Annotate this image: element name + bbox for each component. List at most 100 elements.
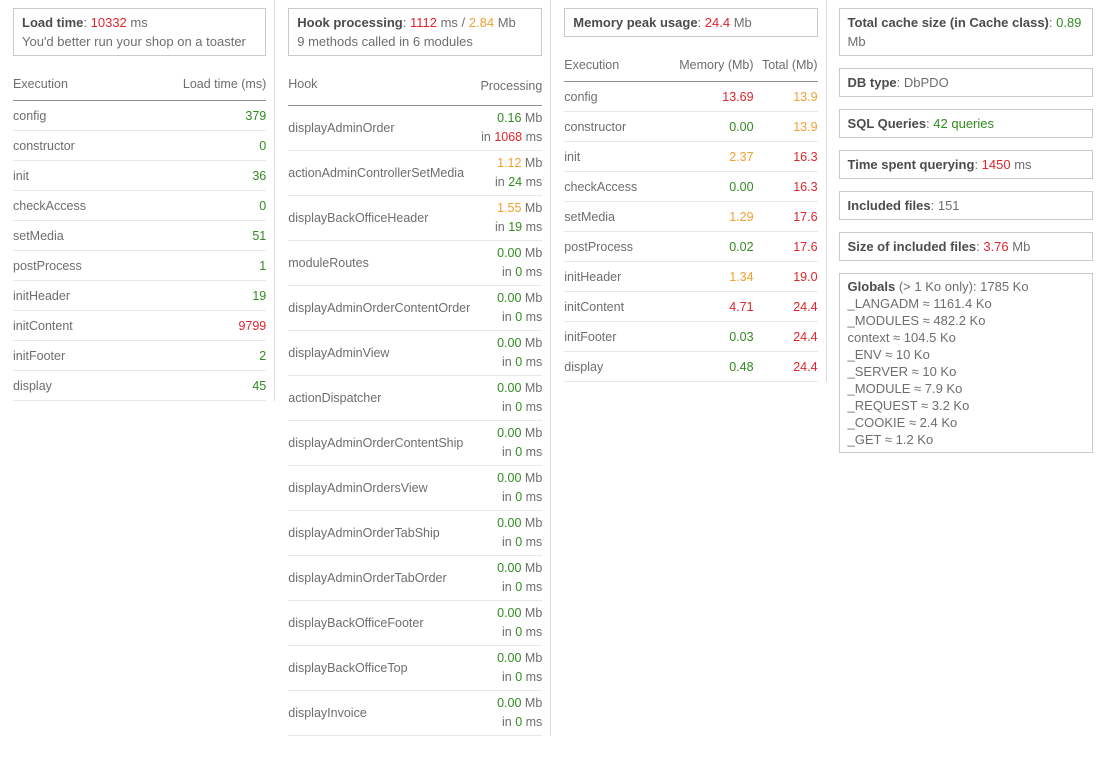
sql-queries-link[interactable]: 42 queries: [933, 116, 994, 131]
globals-item: _COOKIE ≈ 2.4 Ko: [847, 415, 958, 430]
memory-total-value: 16.3: [793, 179, 818, 194]
load-time-ms-value: 0: [259, 138, 267, 153]
execution-name: constructor: [13, 138, 75, 153]
memory-table-body: config 13.69 13.9 constructor 0.00 13.9 …: [564, 82, 818, 382]
hook-mem-value: 1.55: [497, 201, 522, 215]
hook-processing-cell: 0.00 Mb in 0 ms: [497, 246, 543, 279]
load-time-table-row: initContent 9799: [13, 311, 267, 341]
load-time-ms-value: 0: [259, 198, 267, 213]
memory-table-header: Execution Memory (Mb) Total (Mb): [564, 51, 818, 82]
execution-name: initContent: [13, 318, 73, 333]
globals-item: _SERVER ≈ 10 Ko: [847, 364, 957, 379]
globals-item: _LANGADM ≈ 1161.4 Ko: [847, 296, 992, 311]
load-time-ms-cell: 19: [156, 289, 266, 303]
hook-table-row: displayAdminOrderTabOrder 0.00 Mb in 0 ms: [288, 556, 543, 601]
memory-value: 0.00: [729, 119, 754, 134]
total-cache-size-box: Total cache size (in Cache class): 0.89 …: [838, 8, 1093, 56]
load-time-table-header: Execution Load time (ms): [13, 70, 267, 101]
load-time-label: Load time: [22, 15, 84, 30]
memory-cell: 1.34: [662, 270, 753, 284]
load-time-table-row: initHeader 19: [13, 281, 267, 311]
memory-table-row: initHeader 1.34 19.0: [564, 262, 818, 292]
db-type-box: DB type: DbPDO: [838, 68, 1093, 97]
execution-name: checkAccess: [13, 198, 86, 213]
globals-list: _LANGADM ≈ 1161.4 Ko _MODULES ≈ 482.2 Ko…: [848, 295, 1084, 448]
execution-name: initFooter: [13, 348, 66, 363]
load-time-ms-value: 19: [252, 288, 267, 303]
column-header-hook: Hook: [288, 77, 318, 91]
globals-item: _MODULE ≈ 7.9 Ko: [847, 381, 963, 396]
memory-column: Memory peak usage: 24.4 Mb Execution Mem…: [551, 0, 827, 382]
hook-processing-cell: 0.00 Mb in 0 ms: [497, 336, 543, 369]
memory-table-row: init 2.37 16.3: [564, 142, 818, 172]
memory-total-value: 16.3: [793, 149, 818, 164]
time-querying-label: Time spent querying: [847, 157, 975, 172]
hook-time-value: 0: [515, 535, 523, 549]
hook-time-value: 0: [515, 625, 523, 639]
hook-mem-value: 0.16: [497, 111, 522, 125]
load-time-table: Execution Load time (ms) config 379 cons…: [13, 70, 267, 401]
memory-cell: 2.37: [662, 150, 753, 164]
execution-name: initHeader: [13, 288, 70, 303]
hook-subtitle: 9 methods called in 6 modules: [297, 34, 473, 49]
memory-value: 0.48: [729, 359, 754, 374]
hook-table-row: displayAdminOrderTabShip 0.00 Mb in 0 ms: [288, 511, 543, 556]
load-time-ms-value: 45: [252, 378, 267, 393]
column-header-execution: Execution: [13, 77, 68, 91]
memory-cell: 13.69: [662, 90, 753, 104]
memory-total-cell: 13.9: [754, 90, 817, 104]
included-files-size-box: Size of included files: 3.76 Mb: [838, 232, 1093, 261]
hook-column: Hook processing: 1112 ms / 2.84 Mb 9 met…: [275, 0, 552, 736]
hook-summary-box: Hook processing: 1112 ms / 2.84 Mb 9 met…: [288, 8, 543, 56]
memory-total-value: 17.6: [793, 209, 818, 224]
hook-table-row: displayAdminOrderContentShip 0.00 Mb in 0…: [288, 421, 543, 466]
hook-name: displayBackOfficeFooter: [288, 616, 424, 630]
hook-name: displayAdminOrderContentOrder: [288, 301, 471, 315]
load-time-ms-cell: 1: [156, 259, 266, 273]
load-time-ms-cell: 51: [156, 229, 266, 243]
hook-name: displayAdminOrderTabShip: [288, 526, 440, 540]
memory-total-value: 24.4: [793, 359, 818, 374]
execution-name: initHeader: [564, 269, 622, 284]
hook-processing-cell: 0.00 Mb in 0 ms: [497, 651, 543, 684]
memory-value: 0.00: [729, 179, 754, 194]
hook-time-value: 0: [515, 400, 523, 414]
memory-total-cell: 24.4: [754, 300, 817, 314]
hook-summary: Hook processing: 1112 ms / 2.84 Mb: [297, 15, 516, 30]
hook-table-row: moduleRoutes 0.00 Mb in 0 ms: [288, 241, 543, 286]
hook-mem-value: 0.00: [497, 381, 522, 395]
memory-total-cell: 16.3: [754, 179, 818, 194]
memory-table-row: setMedia 1.29 17.6: [564, 202, 818, 232]
load-time-ms-cell: 45: [156, 379, 266, 393]
hook-time-value: 0: [515, 355, 523, 369]
execution-name: constructor: [564, 119, 627, 134]
hook-time-value: 1068: [494, 130, 523, 144]
column-header-processing: Processing: [480, 79, 543, 93]
hook-time-value: 19: [508, 220, 523, 234]
execution-name: init: [13, 168, 29, 183]
hook-name: displayAdminOrder: [288, 121, 395, 135]
column-header-memory: Memory (Mb): [679, 58, 754, 72]
load-time-ms-value: 1: [259, 258, 267, 273]
included-files-box: Included files: 151: [838, 191, 1093, 220]
column-header-load-time: Load time (ms): [182, 77, 267, 91]
hook-name: actionDispatcher: [288, 391, 382, 405]
hook-time-value: 0: [515, 490, 523, 504]
hook-memory-value: 2.84: [468, 15, 495, 30]
load-time-table-row: initFooter 2: [13, 341, 267, 371]
memory-total-cell: 24.4: [754, 359, 818, 374]
hook-time-value: 0: [515, 670, 523, 684]
total-cache-size-label: Total cache size (in Cache class): [847, 15, 1049, 30]
memory-peak-value: 24.4: [704, 15, 731, 30]
hook-name: moduleRoutes: [288, 256, 369, 270]
db-type-value: DbPDO: [903, 75, 949, 90]
total-cache-size-value: 0.89: [1056, 15, 1082, 30]
load-time-summary: Load time: 10332 ms: [22, 15, 148, 30]
memory-total-value: 19.0: [793, 269, 818, 284]
db-type-label: DB type: [847, 75, 897, 90]
execution-name: postProcess: [564, 239, 634, 254]
memory-table: Execution Memory (Mb) Total (Mb) config …: [564, 51, 818, 382]
hook-mem-value: 0.00: [497, 426, 522, 440]
execution-name: postProcess: [13, 258, 82, 273]
